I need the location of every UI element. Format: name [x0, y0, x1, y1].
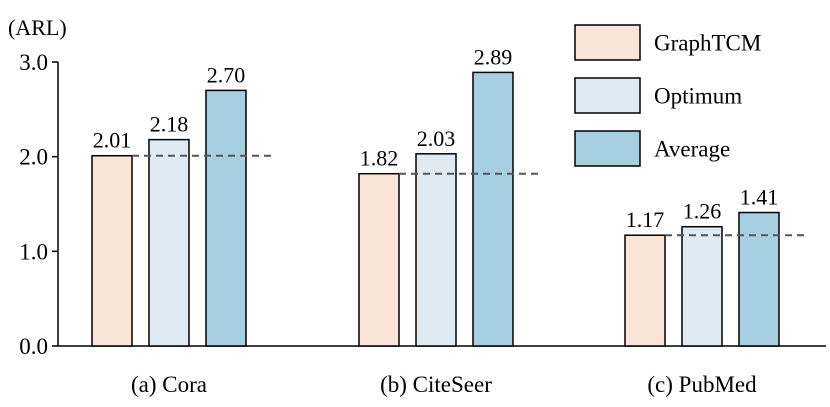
- bar-value-label: 1.82: [360, 146, 399, 171]
- bar-value-label: 2.89: [474, 44, 513, 69]
- y-axis-unit-label: (ARL): [8, 15, 67, 40]
- axes: 0.0 1.0 2.0 3.0 (a) Cora (b) CiteSeer (c) PubM…: [19, 50, 826, 397]
- x-category-label: (b) CiteSeer: [380, 372, 492, 397]
- legend-label: Optimum: [654, 84, 742, 109]
- legend-swatch: [574, 130, 641, 167]
- y-tick-label: 3.0: [19, 50, 48, 75]
- legend-swatch: [574, 77, 641, 114]
- x-category-label: (a) Cora: [131, 372, 207, 397]
- bars: 2.01 2.18 2.70 1.82 2.03 2.89 1.17 1.26 1.41: [91, 44, 780, 347]
- bar: [358, 172, 400, 347]
- bar: [91, 154, 133, 347]
- legend-swatch: [574, 24, 641, 61]
- bar-value-label: 2.70: [207, 62, 246, 87]
- bar-value-label: 1.17: [626, 207, 665, 232]
- legend-label: GraphTCM: [654, 31, 761, 56]
- legend-label: Average: [654, 137, 730, 162]
- bar-value-label: 2.18: [150, 112, 189, 137]
- bar-value-label: 1.41: [740, 185, 779, 210]
- bar-value-label: 1.26: [683, 199, 722, 224]
- legend: GraphTCM Optimum Average: [574, 24, 761, 167]
- bar-value-label: 2.03: [417, 126, 456, 151]
- x-category-label: (c) PubMed: [647, 372, 757, 397]
- bar: [472, 71, 514, 347]
- bar: [624, 234, 666, 347]
- bar: [738, 211, 780, 347]
- y-tick-label: 0.0: [19, 334, 48, 359]
- bar: [205, 89, 247, 347]
- bar: [148, 138, 190, 347]
- y-tick-label: 1.0: [19, 239, 48, 264]
- bar-value-label: 2.01: [93, 128, 132, 153]
- bar: [681, 225, 723, 347]
- y-tick-label: 2.0: [19, 145, 48, 170]
- bar: [415, 153, 457, 347]
